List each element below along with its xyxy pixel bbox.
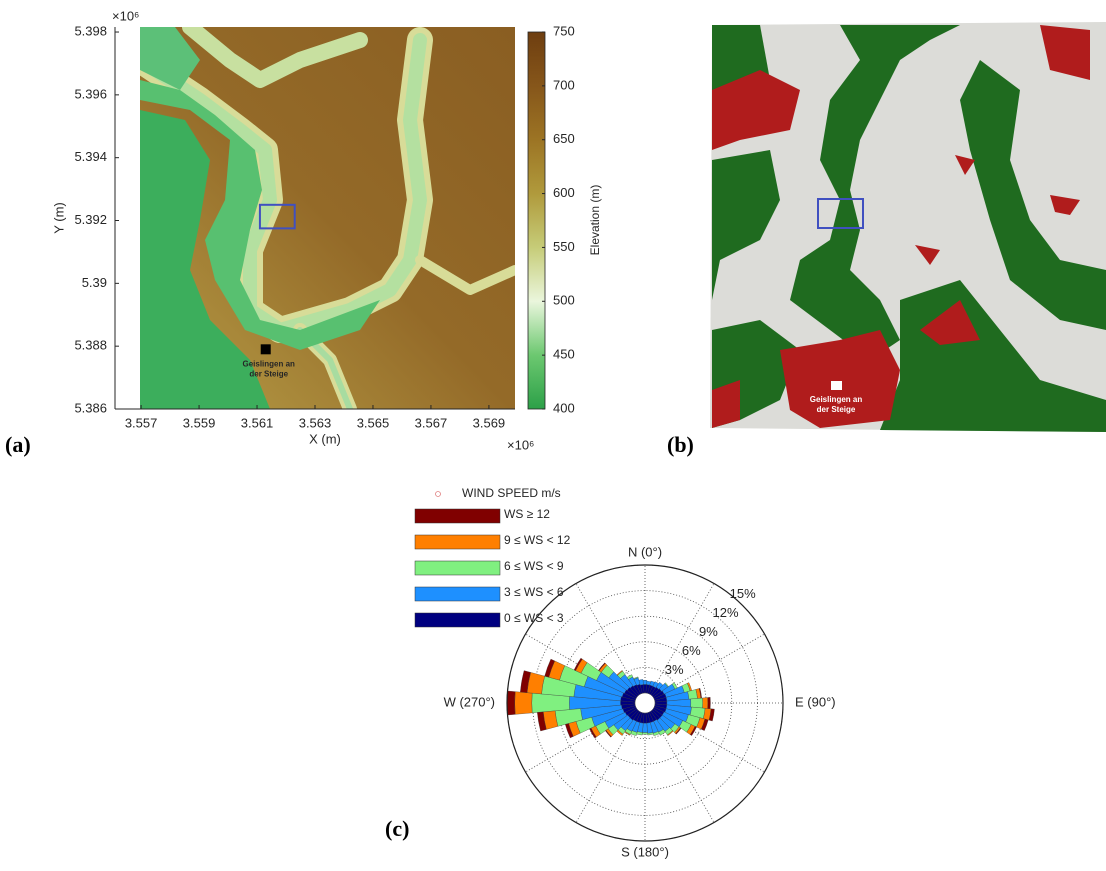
direction-label: W (270°) — [444, 694, 495, 709]
colorbar — [528, 32, 545, 409]
legend-swatch — [415, 561, 500, 575]
y-axis-label: Y (m) — [51, 202, 66, 234]
colorbar-label: Elevation (m) — [588, 185, 602, 256]
panel-label: (c) — [385, 816, 409, 841]
site-label: Geislingen an — [810, 395, 863, 404]
colorbar-tick-label: 400 — [553, 400, 575, 415]
panel-label: (a) — [5, 432, 31, 457]
direction-label: N (0°) — [628, 544, 662, 559]
x-axis-label: X (m) — [309, 431, 341, 446]
legend-label: 0 ≤ WS < 3 — [504, 611, 564, 625]
ring-label: 3% — [665, 662, 684, 677]
site-label: der Steige — [817, 405, 856, 414]
colorbar-tick-label: 450 — [553, 347, 575, 362]
colorbar-tick-label: 500 — [553, 293, 575, 308]
legend-title: WIND SPEED m/s — [462, 486, 561, 500]
legend-label: WS ≥ 12 — [504, 507, 550, 521]
y-exponent: ×10⁶ — [112, 8, 139, 23]
calm-circle — [635, 693, 655, 713]
ring-label: 9% — [699, 624, 718, 639]
legend-swatch — [415, 587, 500, 601]
legend-symbol — [436, 492, 441, 497]
y-tick-label: 5.388 — [74, 338, 107, 353]
rose-wedge — [691, 698, 703, 708]
figure: Geislingen an der Steige (a) (b) (c) 5.3… — [0, 0, 1106, 866]
x-tick-label: 3.569 — [473, 415, 506, 430]
y-tick-label: 5.398 — [74, 23, 107, 38]
y-tick-label: 5.39 — [82, 275, 107, 290]
y-tick-label: 5.394 — [74, 149, 107, 164]
rose-wedge — [507, 691, 515, 715]
colorbar-tick-label: 650 — [553, 131, 575, 146]
ring-label: 12% — [713, 605, 739, 620]
legend-swatch — [415, 509, 500, 523]
rose-wedge — [708, 697, 711, 708]
site-marker — [261, 344, 271, 354]
rose-wedge — [643, 680, 647, 684]
x-tick-label: 3.557 — [125, 415, 158, 430]
y-tick-label: 5.396 — [74, 86, 107, 101]
landcover-map: Geislingen an der Steige — [710, 22, 1106, 432]
x-exponent: ×10⁶ — [507, 437, 534, 452]
legend-label: 9 ≤ WS < 12 — [504, 533, 571, 547]
legend-label: 3 ≤ WS < 6 — [504, 585, 564, 599]
rose-wedge — [515, 692, 532, 715]
x-tick-label: 3.567 — [415, 415, 448, 430]
rose-wedge — [642, 733, 647, 735]
legend-swatch — [415, 535, 500, 549]
site-label: der Steige — [249, 369, 288, 378]
colorbar-tick-label: 550 — [553, 239, 575, 254]
page: Geislingen an der Steige (a) (b) (c) 5.3… — [0, 0, 1106, 866]
site-label: Geislingen an — [242, 359, 295, 368]
y-tick-label: 5.392 — [74, 212, 107, 227]
rose-wedge — [703, 698, 708, 709]
x-tick-label: 3.563 — [299, 415, 332, 430]
rose-wedge — [532, 693, 570, 713]
x-tick-label: 3.561 — [241, 415, 274, 430]
colorbar-tick-label: 600 — [553, 185, 575, 200]
colorbar-tick-label: 700 — [553, 77, 575, 92]
direction-label: S (180°) — [621, 844, 669, 859]
y-tick-label: 5.386 — [74, 400, 107, 415]
panel-label: (b) — [667, 432, 694, 457]
direction-label: E (90°) — [795, 694, 836, 709]
ring-label: 6% — [682, 643, 701, 658]
terrain-map — [140, 27, 515, 409]
legend-label: 6 ≤ WS < 9 — [504, 559, 564, 573]
colorbar-tick-label: 750 — [553, 23, 575, 38]
x-tick-label: 3.565 — [357, 415, 390, 430]
x-tick-label: 3.559 — [183, 415, 216, 430]
ring-label: 15% — [730, 586, 756, 601]
legend-swatch — [415, 613, 500, 627]
